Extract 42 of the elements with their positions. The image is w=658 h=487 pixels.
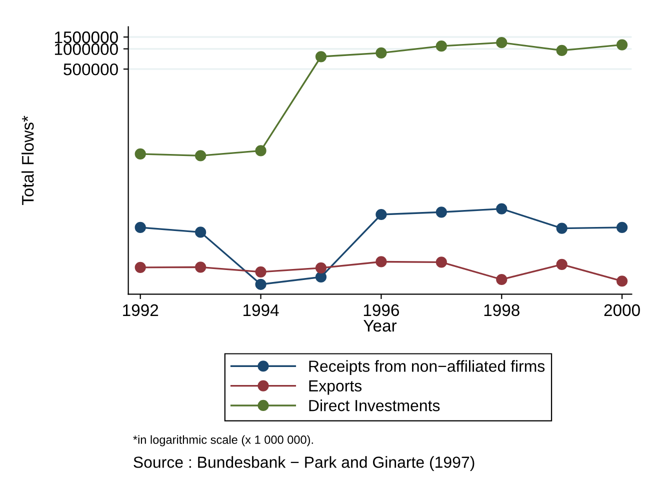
point	[616, 39, 628, 50]
x-tick-label: 1994	[244, 304, 279, 316]
point	[376, 47, 387, 59]
point	[496, 203, 508, 214]
point	[496, 37, 508, 48]
source-note: Source : Bundesbank − Park and Ginarte (1997)	[134, 456, 474, 472]
legend-label: Exports	[309, 380, 362, 395]
text: *in logarithmic scale (x 1 000 000).	[133, 435, 313, 446]
point	[134, 262, 146, 273]
point	[556, 258, 568, 270]
y-tick-label: 1000000	[54, 43, 118, 56]
point	[195, 262, 206, 273]
point	[195, 226, 206, 238]
point	[376, 256, 387, 268]
y-tick-label: 500000	[64, 63, 118, 76]
x-tick-label: 2000	[604, 304, 640, 316]
point	[255, 266, 266, 278]
legend-label: Receipts from non−affiliated firms	[309, 360, 545, 376]
point	[195, 150, 206, 162]
point	[436, 40, 447, 52]
point	[616, 222, 628, 234]
point	[134, 222, 146, 234]
point	[315, 51, 327, 62]
point	[376, 208, 387, 220]
point	[255, 278, 266, 290]
point	[255, 145, 266, 156]
point	[315, 262, 327, 274]
point	[436, 256, 447, 268]
x-axis-title: Year	[364, 320, 397, 332]
point	[134, 148, 146, 160]
point	[616, 276, 628, 287]
point	[556, 222, 568, 234]
point	[315, 271, 327, 283]
x-tick-label: 1996	[364, 304, 400, 316]
legend-label: Direct Investments	[309, 400, 440, 412]
y-axis-title: Total Flows*	[22, 116, 34, 206]
point	[496, 274, 508, 286]
point	[436, 206, 447, 218]
x-tick-label: 1992	[123, 304, 158, 316]
x-tick-label: 1998	[484, 304, 520, 316]
y-tick-label: 1500000	[54, 31, 118, 44]
point	[556, 44, 568, 56]
